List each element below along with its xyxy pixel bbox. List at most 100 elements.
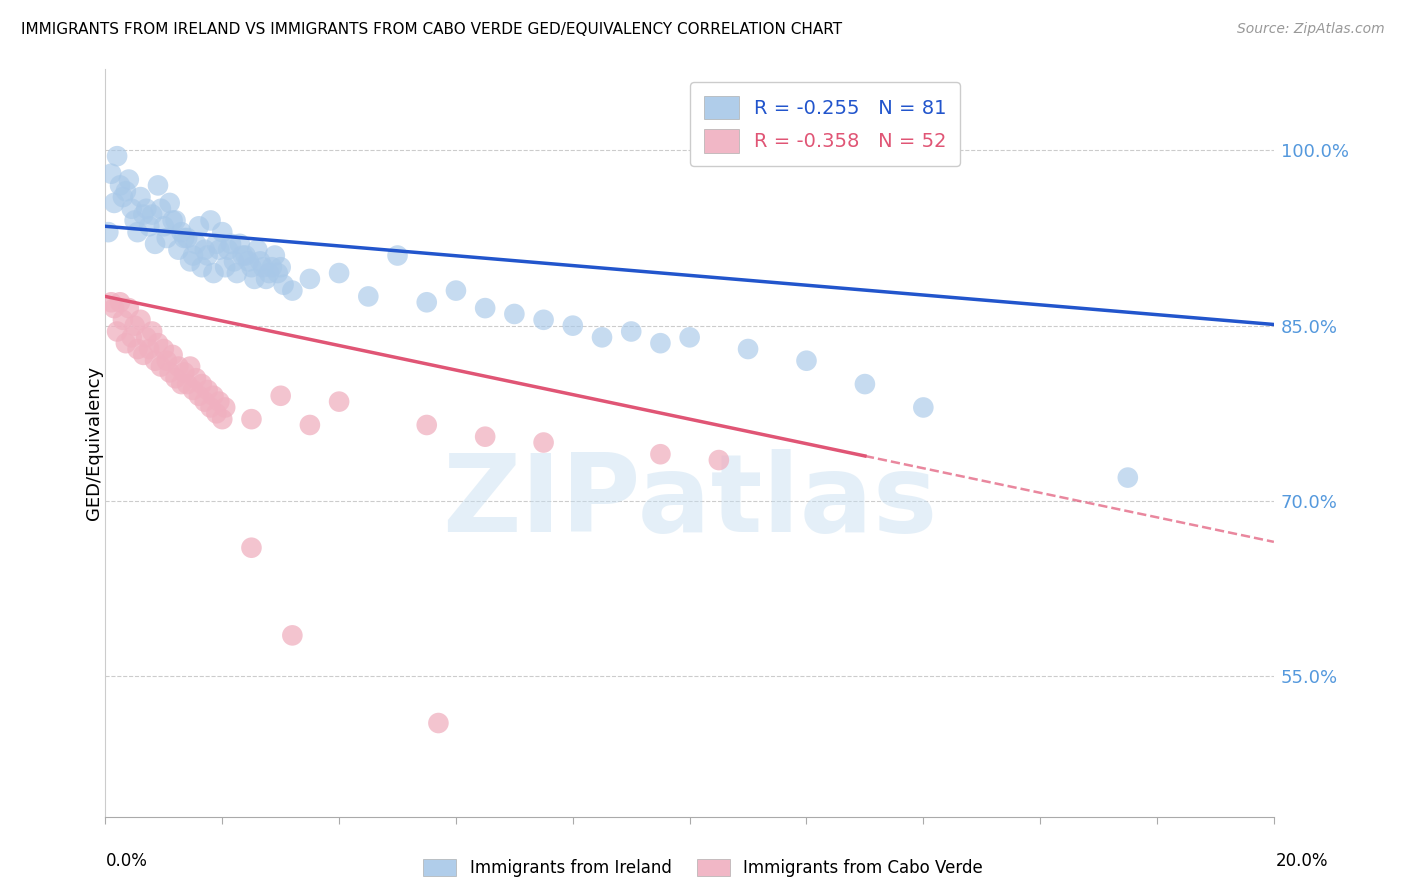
Point <box>156 353 179 368</box>
Point <box>153 219 176 234</box>
Point <box>191 377 214 392</box>
Point <box>737 342 759 356</box>
Text: 0.0%: 0.0% <box>105 852 148 870</box>
Point <box>281 628 304 642</box>
Point <box>194 394 217 409</box>
Point <box>503 307 526 321</box>
Point <box>124 318 146 333</box>
Point <box>103 195 125 210</box>
Legend: Immigrants from Ireland, Immigrants from Cabo Verde: Immigrants from Ireland, Immigrants from… <box>416 852 990 884</box>
Point <box>796 353 818 368</box>
Point <box>208 243 231 257</box>
Point <box>620 325 643 339</box>
Point <box>153 342 176 356</box>
Point <box>132 348 155 362</box>
Point <box>100 295 122 310</box>
Point <box>149 202 172 216</box>
Point <box>205 406 228 420</box>
Text: ZIPatlas: ZIPatlas <box>441 450 938 556</box>
Point <box>115 336 138 351</box>
Point <box>328 266 350 280</box>
Point <box>118 301 141 315</box>
Point <box>108 295 131 310</box>
Point <box>121 202 143 216</box>
Point <box>159 195 181 210</box>
Point <box>263 248 285 262</box>
Point <box>270 389 292 403</box>
Point <box>143 236 166 251</box>
Point <box>167 243 190 257</box>
Point <box>591 330 613 344</box>
Point <box>127 225 149 239</box>
Point <box>416 295 439 310</box>
Point <box>170 225 193 239</box>
Point <box>219 236 242 251</box>
Point <box>240 260 263 275</box>
Point <box>127 342 149 356</box>
Point <box>197 383 219 397</box>
Point <box>211 225 233 239</box>
Point <box>181 248 204 262</box>
Point <box>173 365 195 379</box>
Point <box>225 266 247 280</box>
Point <box>232 248 254 262</box>
Point <box>129 313 152 327</box>
Point <box>235 248 257 262</box>
Point <box>561 318 583 333</box>
Point <box>138 342 160 356</box>
Point <box>170 377 193 392</box>
Point <box>387 248 409 262</box>
Point <box>103 301 125 315</box>
Point <box>173 231 195 245</box>
Point <box>146 178 169 193</box>
Point <box>135 330 157 344</box>
Point <box>141 325 163 339</box>
Point <box>298 417 321 432</box>
Point <box>100 167 122 181</box>
Point <box>249 254 271 268</box>
Point <box>533 435 555 450</box>
Point <box>105 149 128 163</box>
Point <box>184 236 207 251</box>
Point <box>167 359 190 374</box>
Point <box>200 401 222 415</box>
Point <box>214 401 236 415</box>
Point <box>176 231 198 245</box>
Point <box>159 365 181 379</box>
Text: IMMIGRANTS FROM IRELAND VS IMMIGRANTS FROM CABO VERDE GED/EQUIVALENCY CORRELATIO: IMMIGRANTS FROM IRELAND VS IMMIGRANTS FR… <box>21 22 842 37</box>
Point <box>187 389 209 403</box>
Point <box>650 447 672 461</box>
Point <box>474 301 496 315</box>
Point <box>252 260 274 275</box>
Point <box>111 313 134 327</box>
Point <box>238 254 260 268</box>
Point <box>260 260 283 275</box>
Point <box>194 243 217 257</box>
Point <box>179 359 201 374</box>
Point <box>270 260 292 275</box>
Point <box>912 401 935 415</box>
Point <box>143 353 166 368</box>
Point <box>853 377 876 392</box>
Point <box>135 202 157 216</box>
Point <box>124 213 146 227</box>
Point <box>141 208 163 222</box>
Point <box>162 213 184 227</box>
Point <box>416 417 439 432</box>
Point <box>1116 470 1139 484</box>
Point <box>246 243 269 257</box>
Point <box>118 172 141 186</box>
Point <box>298 272 321 286</box>
Point <box>181 383 204 397</box>
Legend: R = -0.255   N = 81, R = -0.358   N = 52: R = -0.255 N = 81, R = -0.358 N = 52 <box>690 82 960 167</box>
Point <box>115 184 138 198</box>
Point <box>222 254 245 268</box>
Point <box>240 541 263 555</box>
Point <box>132 208 155 222</box>
Point <box>200 213 222 227</box>
Point <box>97 225 120 239</box>
Point <box>650 336 672 351</box>
Point <box>229 236 252 251</box>
Point <box>357 289 380 303</box>
Point <box>121 330 143 344</box>
